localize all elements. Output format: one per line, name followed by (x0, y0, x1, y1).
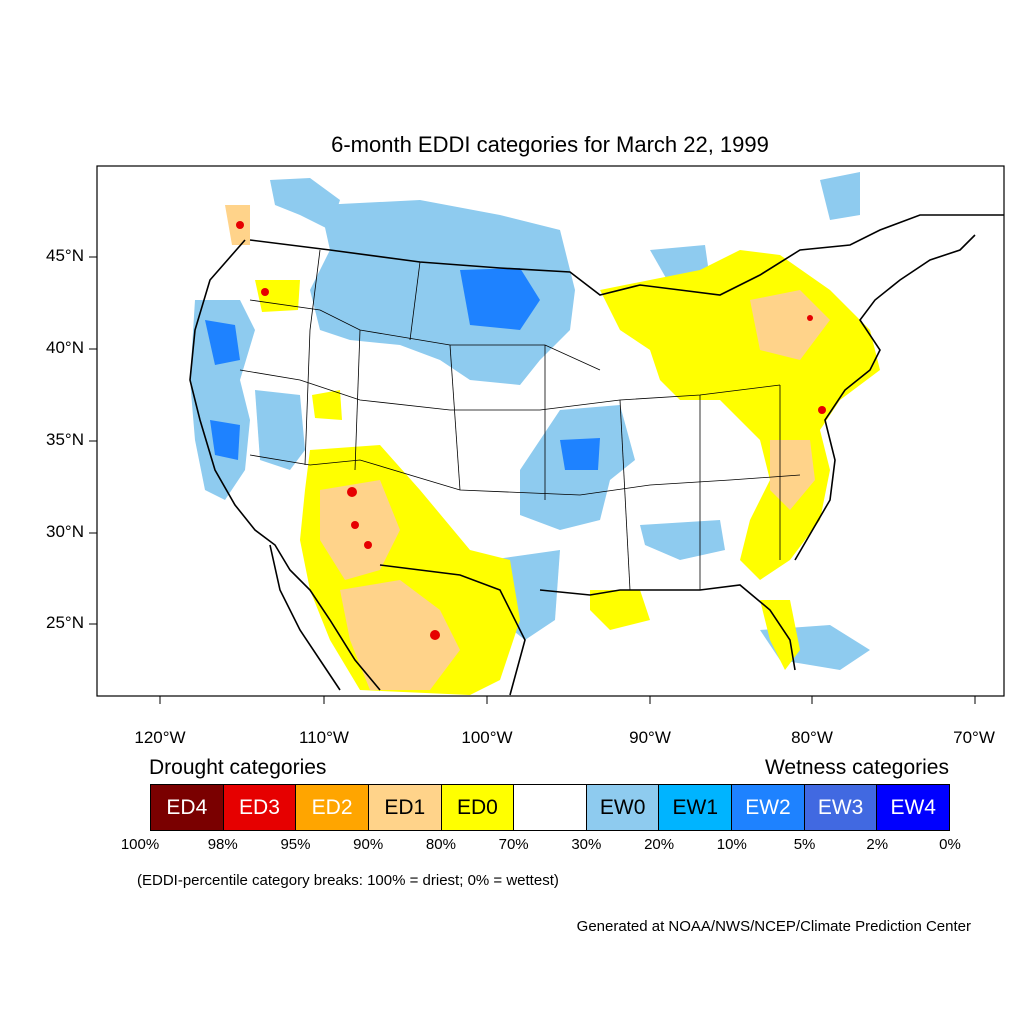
lon-label-110: 110°W (299, 728, 349, 747)
lon-label-120: 120°W (134, 728, 186, 747)
strong-wetness-areas (205, 268, 600, 470)
legend-cell-ed3: ED3 (223, 785, 297, 830)
legend-cell-ed2: ED2 (296, 785, 369, 830)
lon-label-100: 100°W (461, 728, 513, 747)
legend-cell-ew3: EW3 (804, 785, 878, 830)
axis-ticks (89, 256, 976, 704)
legend-cell-ed1: ED1 (368, 785, 442, 830)
legend-cell-ew4: EW4 (877, 785, 950, 830)
legend-cell-ew1: EW1 (659, 785, 733, 830)
break-label: 98% (207, 836, 238, 853)
lon-label-70: 70°W (953, 728, 995, 747)
wetness-heading: Wetness categories (764, 756, 949, 779)
break-label: 0% (939, 836, 961, 853)
break-label: 30% (571, 836, 602, 853)
legend-cell-ew2: EW2 (732, 785, 805, 830)
break-label: 80% (425, 836, 456, 853)
break-label: 2% (866, 836, 889, 853)
legend-cell-ew0: EW0 (586, 785, 660, 830)
break-label: 90% (353, 836, 384, 853)
map-title: 6-month EDDI categories for March 22, 19… (331, 132, 769, 157)
legend-cell-ed0: ED0 (441, 785, 515, 830)
lon-label-80: 80°W (791, 728, 833, 747)
lon-label-90: 90°W (629, 728, 671, 747)
break-label: 5% (793, 836, 816, 853)
break-label: 10% (716, 836, 747, 853)
credit-line: Generated at NOAA/NWS/NCEP/Climate Predi… (576, 918, 971, 935)
break-label: 20% (644, 836, 675, 853)
break-label: 70% (498, 836, 529, 853)
break-label: 100% (120, 836, 160, 853)
ed1-areas (225, 205, 830, 690)
lat-label-45: 45°N (46, 246, 84, 265)
break-label: 95% (280, 836, 311, 853)
lat-label-35: 35°N (46, 430, 84, 449)
drought-heading: Drought categories (149, 756, 327, 779)
legend-cell-ed4: ED4 (151, 785, 224, 830)
lat-label-30: 30°N (46, 522, 84, 541)
state-borders (239, 249, 801, 591)
legend-cell-neutral (514, 785, 587, 830)
breaks-note: (EDDI-percentile category breaks: 100% =… (137, 872, 559, 889)
category-legend: ED4 ED3 ED2 ED1 ED0 EW0 EW1 EW2 EW3 EW4 (150, 784, 950, 831)
lat-label-25: 25°N (46, 613, 84, 632)
ed3-spots (236, 221, 826, 640)
lat-label-40: 40°N (46, 338, 84, 357)
